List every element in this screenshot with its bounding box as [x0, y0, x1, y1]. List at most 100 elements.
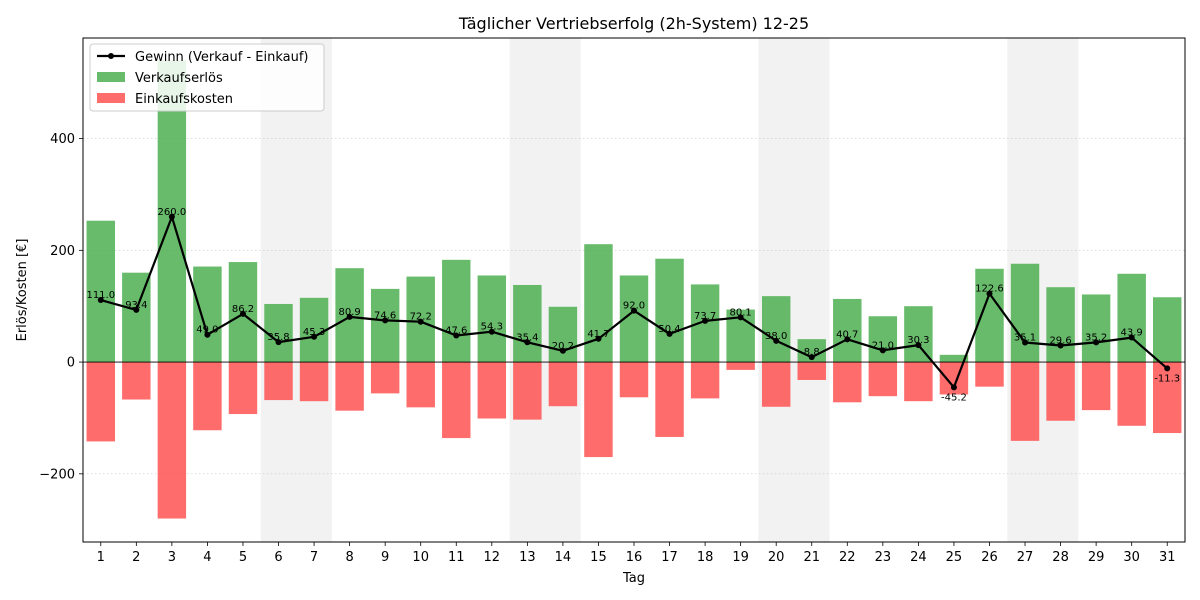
- y-tick-label-400: 400: [50, 132, 75, 147]
- cost-bar-26: [975, 362, 1004, 387]
- cost-bar-17: [655, 362, 684, 437]
- profit-point-6: [275, 339, 282, 346]
- x-tick-label-6: 6: [274, 550, 282, 565]
- revenue-bar-29: [1081, 294, 1111, 363]
- cost-bar-8: [335, 362, 364, 411]
- cost-bar-21: [797, 362, 826, 380]
- cost-bar-18: [690, 362, 720, 399]
- x-tick-label-28: 28: [1052, 550, 1069, 565]
- profit-point-8: [346, 313, 353, 320]
- profit-point-25: [950, 384, 957, 391]
- weekend-band-21: [793, 38, 830, 542]
- y-axis-label: Erlös/Kosten [€]: [15, 239, 30, 342]
- revenue-bar-21: [797, 339, 826, 363]
- profit-label-2: 93.4: [125, 300, 147, 311]
- x-tick-label-11: 11: [448, 550, 465, 565]
- cost-bar-12: [477, 362, 507, 419]
- profit-point-2: [133, 306, 140, 313]
- cost-bar-3: [157, 362, 187, 519]
- profit-line: [97, 213, 1171, 391]
- bars: [86, 60, 1182, 519]
- cost-bar-2: [122, 362, 151, 400]
- profit-label-20: 38.0: [765, 331, 787, 342]
- cost-bar-30: [1117, 362, 1146, 426]
- y-axis: −200 0 200 400: [39, 132, 83, 482]
- profit-point-22: [844, 336, 851, 343]
- weekend-band-6: [260, 38, 297, 542]
- profit-point-1: [97, 297, 104, 304]
- x-tick-label-24: 24: [910, 550, 927, 565]
- profit-label-14: 20.2: [552, 341, 574, 352]
- weekend-band-14: [545, 38, 581, 542]
- x-axis-label: Tag: [622, 571, 645, 586]
- data-labels: 111.0 93.4 260.0 49.0 86.2 35.8 45.3 80.9 74.6 72…: [86, 207, 1180, 404]
- x-tick-label-4: 4: [203, 550, 211, 565]
- cost-bar-20: [761, 362, 791, 407]
- profit-point-17: [666, 330, 673, 337]
- cost-bar-14: [548, 362, 578, 407]
- weekend-shading: [260, 38, 1079, 542]
- profit-label-3: 260.0: [158, 207, 187, 218]
- cost-bar-13: [513, 362, 542, 420]
- profit-label-29: 35.2: [1085, 332, 1107, 343]
- profit-label-12: 54.3: [481, 322, 503, 333]
- x-tick-label-17: 17: [661, 550, 678, 565]
- profit-label-27: 35.1: [1014, 332, 1036, 343]
- x-tick-label-18: 18: [697, 550, 714, 565]
- profit-point-3: [168, 213, 175, 220]
- x-tick-label-8: 8: [345, 550, 353, 565]
- profit-label-18: 73.7: [694, 311, 716, 322]
- cost-bar-11: [442, 362, 471, 439]
- x-tick-label-20: 20: [768, 550, 785, 565]
- x-tick-label-9: 9: [381, 550, 389, 565]
- legend-line-marker: [108, 53, 114, 59]
- profit-label-22: 40.7: [836, 329, 858, 340]
- x-tick-label-7: 7: [310, 550, 318, 565]
- profit-point-29: [1093, 339, 1100, 346]
- weekend-band-7: [296, 38, 332, 542]
- revenue-bar-17: [655, 258, 684, 363]
- x-tick-label-12: 12: [484, 550, 501, 565]
- cost-bar-6: [264, 362, 293, 401]
- profit-point-30: [1128, 334, 1135, 341]
- x-tick-label-19: 19: [732, 550, 749, 565]
- x-tick-label-13: 13: [519, 550, 536, 565]
- y-tick-label-0: 0: [67, 356, 75, 371]
- x-tick-label-5: 5: [239, 550, 247, 565]
- profit-label-19: 80.1: [730, 307, 752, 318]
- profit-label-8: 80.9: [338, 307, 360, 318]
- profit-point-16: [631, 307, 637, 314]
- profit-point-4: [204, 331, 211, 338]
- y-tick-label-200: 200: [50, 244, 75, 259]
- legend-label-2: Einkaufskosten: [135, 92, 233, 107]
- profit-point-21: [808, 354, 815, 361]
- cost-bar-9: [370, 362, 400, 394]
- legend-swatch-1: [97, 72, 125, 82]
- profit-label-10: 72.2: [410, 312, 432, 323]
- profit-point-13: [524, 339, 531, 346]
- profit-point-23: [879, 347, 886, 354]
- revenue-bar-15: [584, 244, 613, 363]
- profit-label-25: -45.2: [941, 392, 967, 403]
- profit-point-20: [773, 337, 780, 344]
- profit-point-27: [1022, 339, 1029, 346]
- profit-point-24: [915, 342, 922, 349]
- profit-label-24: 30.3: [907, 335, 929, 346]
- profit-point-11: [453, 332, 460, 339]
- profit-point-5: [239, 310, 246, 317]
- x-tick-label-21: 21: [803, 550, 820, 565]
- profit-point-7: [311, 333, 318, 340]
- cost-bar-4: [193, 362, 222, 431]
- profit-point-12: [488, 328, 495, 335]
- profit-label-21: 8.8: [804, 347, 820, 358]
- profit-label-31: -11.3: [1154, 373, 1180, 384]
- legend-label-0: Gewinn (Verkauf - Einkauf): [135, 50, 308, 65]
- revenue-bar-26: [975, 268, 1004, 363]
- cost-bar-15: [584, 362, 613, 458]
- profit-label-28: 29.6: [1049, 336, 1071, 347]
- cost-bar-28: [1046, 362, 1075, 421]
- x-tick-label-16: 16: [626, 550, 643, 565]
- profit-label-11: 47.6: [445, 325, 467, 336]
- revenue-bar-27: [1010, 263, 1040, 363]
- x-tick-label-10: 10: [412, 550, 429, 565]
